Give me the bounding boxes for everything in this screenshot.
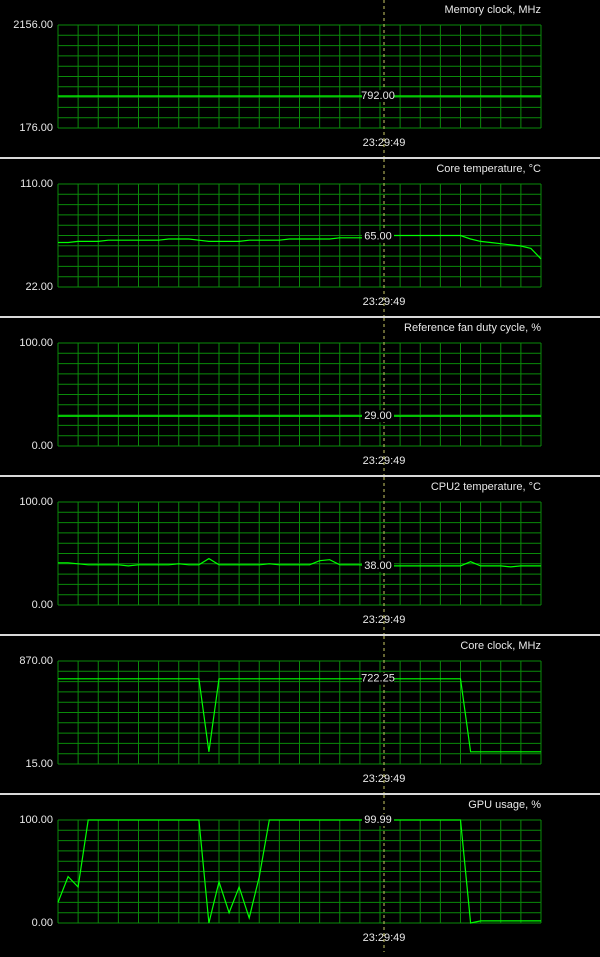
y-tick-label: 0.00 [32,440,53,452]
y-tick-label: 2156.00 [13,19,53,31]
cursor-value-bg [362,230,394,243]
series-line [58,557,541,568]
cursor-time: 23:29:49 [363,455,406,467]
cursor-value: 65.00 [364,231,392,243]
y-tick-label: 100.00 [19,814,53,826]
y-tick-label: 22.00 [25,281,53,293]
chart-title: Core clock, MHz [460,640,541,652]
cursor-value-bg [362,410,394,423]
cursor-value: 29.00 [364,410,392,422]
y-tick-label: 870.00 [19,655,53,667]
y-tick-label: 100.00 [19,496,53,508]
y-tick-label: 110.00 [20,178,53,190]
series-line [57,819,541,924]
cursor-value: 99.99 [364,814,392,826]
cursor-time: 23:29:49 [363,137,406,149]
cursor-value: 792.00 [361,90,395,102]
chart-title: GPU usage, % [468,799,541,811]
cursor-time: 23:29:49 [363,932,406,944]
chart-title: Reference fan duty cycle, % [404,322,541,334]
y-tick-label: 100.00 [19,337,53,349]
series-line [58,234,542,260]
series-line [58,678,541,753]
y-tick-label: 15.00 [25,758,53,770]
y-tick-label: 0.00 [32,917,53,929]
cursor-value: 38.00 [364,560,392,572]
y-tick-label: 0.00 [32,599,53,611]
cursor-value: 722.25 [361,673,395,685]
cursor-time: 23:29:49 [363,296,406,308]
cursor-value-bg [362,559,394,572]
cursor-value-bg [362,89,394,102]
chart-title: Memory clock, MHz [444,4,541,16]
cursor-time: 23:29:49 [363,614,406,626]
cursor-value-bg [362,814,394,827]
cursor-value-bg [362,672,394,685]
chart-title: Core temperature, °C [436,163,541,175]
y-tick-label: 176.00 [19,122,53,134]
chart-title: CPU2 temperature, °C [431,481,541,493]
cursor-time: 23:29:49 [363,773,406,785]
